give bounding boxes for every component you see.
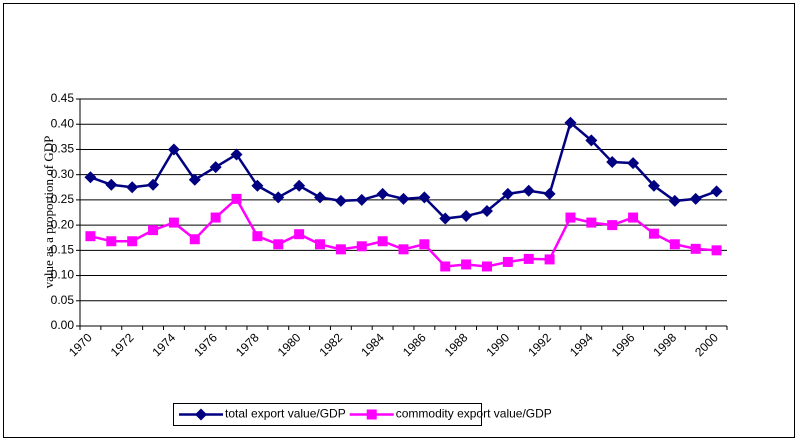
diamond-marker	[689, 192, 702, 205]
y-tick-label: 0.25	[51, 192, 75, 206]
square-marker	[690, 243, 701, 254]
diamond-marker	[126, 181, 139, 194]
diamond-marker	[397, 192, 410, 205]
y-tick-label: 0.10	[51, 268, 75, 282]
diamond-marker	[314, 191, 327, 204]
square-marker	[356, 241, 367, 252]
diamond-marker	[564, 116, 577, 129]
square-marker	[398, 244, 409, 255]
square-marker	[502, 256, 513, 267]
diamond-marker	[480, 204, 493, 217]
square-marker	[544, 254, 555, 265]
diamond-marker	[460, 210, 473, 223]
diamond-marker	[585, 134, 598, 147]
diamond-marker	[293, 179, 306, 192]
diamond-marker	[522, 184, 535, 197]
y-tick-label: 0.45	[51, 91, 75, 105]
square-marker	[648, 228, 659, 239]
diamond-marker	[355, 193, 368, 206]
y-tick-label: 0.15	[51, 243, 75, 257]
square-marker	[189, 234, 200, 245]
square-marker	[440, 261, 451, 272]
diamond-marker	[418, 191, 431, 204]
diamond-marker	[710, 185, 723, 198]
diamond-marker	[606, 156, 619, 169]
square-marker	[565, 212, 576, 223]
square-marker	[377, 236, 388, 247]
diamond-marker	[84, 171, 97, 184]
legend-label: commodity export value/GDP	[396, 407, 552, 421]
diamond-marker	[188, 173, 201, 186]
square-marker	[148, 225, 159, 236]
diamond-marker	[230, 148, 243, 161]
diamond-marker	[543, 187, 556, 200]
diamond-marker	[501, 187, 514, 200]
diamond-marker	[627, 157, 640, 170]
y-tick-label: 0.40	[51, 116, 75, 130]
y-axis-label: value as a proportion of GDP	[41, 136, 56, 289]
legend-box	[173, 403, 482, 426]
diamond-marker	[439, 212, 452, 225]
y-tick-label: 0.20	[51, 217, 75, 231]
diamond-marker	[251, 179, 264, 192]
square-marker	[669, 239, 680, 250]
legend-marker	[195, 408, 207, 421]
y-tick-label: 0.30	[51, 167, 75, 181]
diamond-marker	[167, 143, 180, 156]
y-tick-label: 0.05	[51, 293, 75, 307]
diamond-marker	[147, 178, 160, 191]
diamond-marker	[272, 191, 285, 204]
square-marker	[252, 231, 263, 242]
square-marker	[419, 239, 430, 250]
y-tick-label: 0.00	[51, 318, 75, 332]
square-marker	[210, 212, 221, 223]
diamond-marker	[334, 194, 347, 207]
diamond-marker	[105, 178, 118, 191]
square-marker	[628, 212, 639, 223]
square-marker	[168, 217, 179, 228]
square-marker	[711, 245, 722, 256]
legend-label: total export value/GDP	[225, 407, 346, 421]
square-marker	[461, 259, 472, 270]
diamond-marker	[376, 187, 389, 200]
square-marker	[231, 193, 242, 204]
square-marker	[607, 220, 618, 231]
square-marker	[273, 239, 284, 250]
y-tick-label: 0.35	[51, 142, 75, 156]
square-marker	[106, 236, 117, 247]
legend-marker	[366, 409, 377, 420]
square-marker	[315, 239, 326, 250]
square-marker	[294, 229, 305, 240]
square-marker	[481, 261, 492, 272]
diamond-marker	[668, 194, 681, 207]
square-marker	[127, 236, 138, 247]
chart-border	[3, 3, 795, 438]
square-marker	[523, 253, 534, 264]
diamond-marker	[647, 179, 660, 192]
square-marker	[586, 217, 597, 228]
square-marker	[335, 244, 346, 255]
diamond-marker	[209, 161, 222, 174]
square-marker	[85, 231, 96, 242]
